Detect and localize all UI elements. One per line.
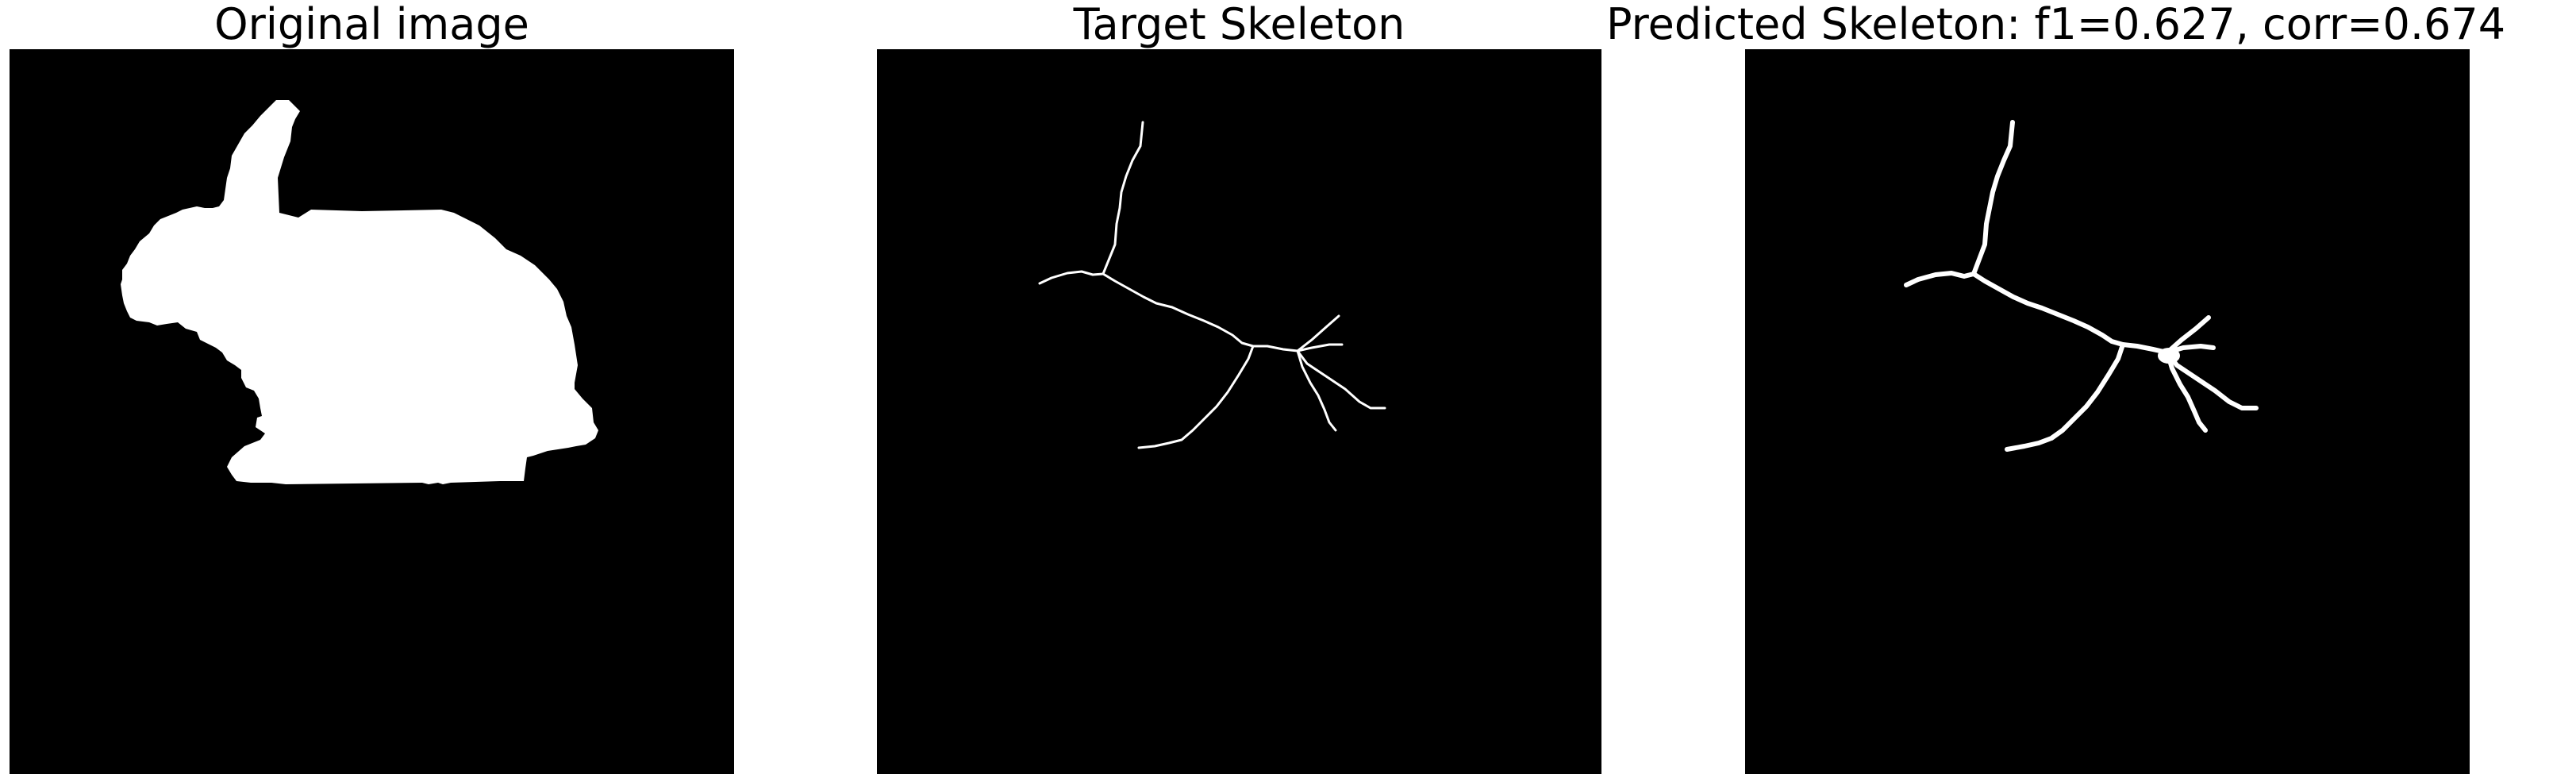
predicted-skeleton-junction-blob bbox=[2158, 348, 2180, 364]
target-skeleton-branch-tail-mid bbox=[1296, 343, 1344, 352]
predicted-skeleton-branch-front-leg bbox=[2005, 342, 2125, 452]
target-skeleton-branch-hind-foot bbox=[1296, 349, 1337, 432]
target-skeleton-branch-hub bbox=[1251, 345, 1299, 352]
panel-title-predicted-skeleton: Predicted Skeleton: f1=0.627, corr=0.674 bbox=[1606, 0, 2506, 49]
predicted-skeleton-branch-head bbox=[1904, 271, 1976, 287]
bunny-silhouette bbox=[121, 100, 598, 484]
target-skeleton-branch-back bbox=[1102, 272, 1255, 348]
target-skeleton-branch-ear bbox=[1102, 121, 1144, 275]
original-image-panel bbox=[10, 49, 734, 774]
panel-title-original-image: Original image bbox=[214, 0, 529, 49]
target-skeleton-branch-hind-leg bbox=[1296, 349, 1386, 410]
target-skeleton-branch-tail-upper bbox=[1296, 314, 1340, 352]
predicted-skeleton-panel bbox=[1745, 49, 2470, 774]
predicted-skeleton-branch-hind-leg bbox=[2165, 350, 2259, 410]
predicted-skeleton-canvas bbox=[1904, 120, 2259, 452]
target-skeleton-branch-head bbox=[1038, 270, 1105, 285]
panel-title-target-skeleton: Target Skeleton bbox=[1073, 0, 1405, 49]
predicted-skeleton-branch-tail-upper bbox=[2165, 315, 2211, 355]
target-skeleton-branch-front-leg bbox=[1137, 345, 1255, 449]
predicted-skeleton-branch-back bbox=[1971, 272, 2125, 347]
predicted-skeleton-branch-ear bbox=[1971, 120, 2015, 276]
target-skeleton-panel bbox=[877, 49, 1601, 774]
target-skeleton-canvas bbox=[1038, 121, 1386, 449]
predicted-skeleton-branch-hind-foot bbox=[2165, 350, 2208, 433]
original-image-canvas bbox=[121, 100, 598, 484]
